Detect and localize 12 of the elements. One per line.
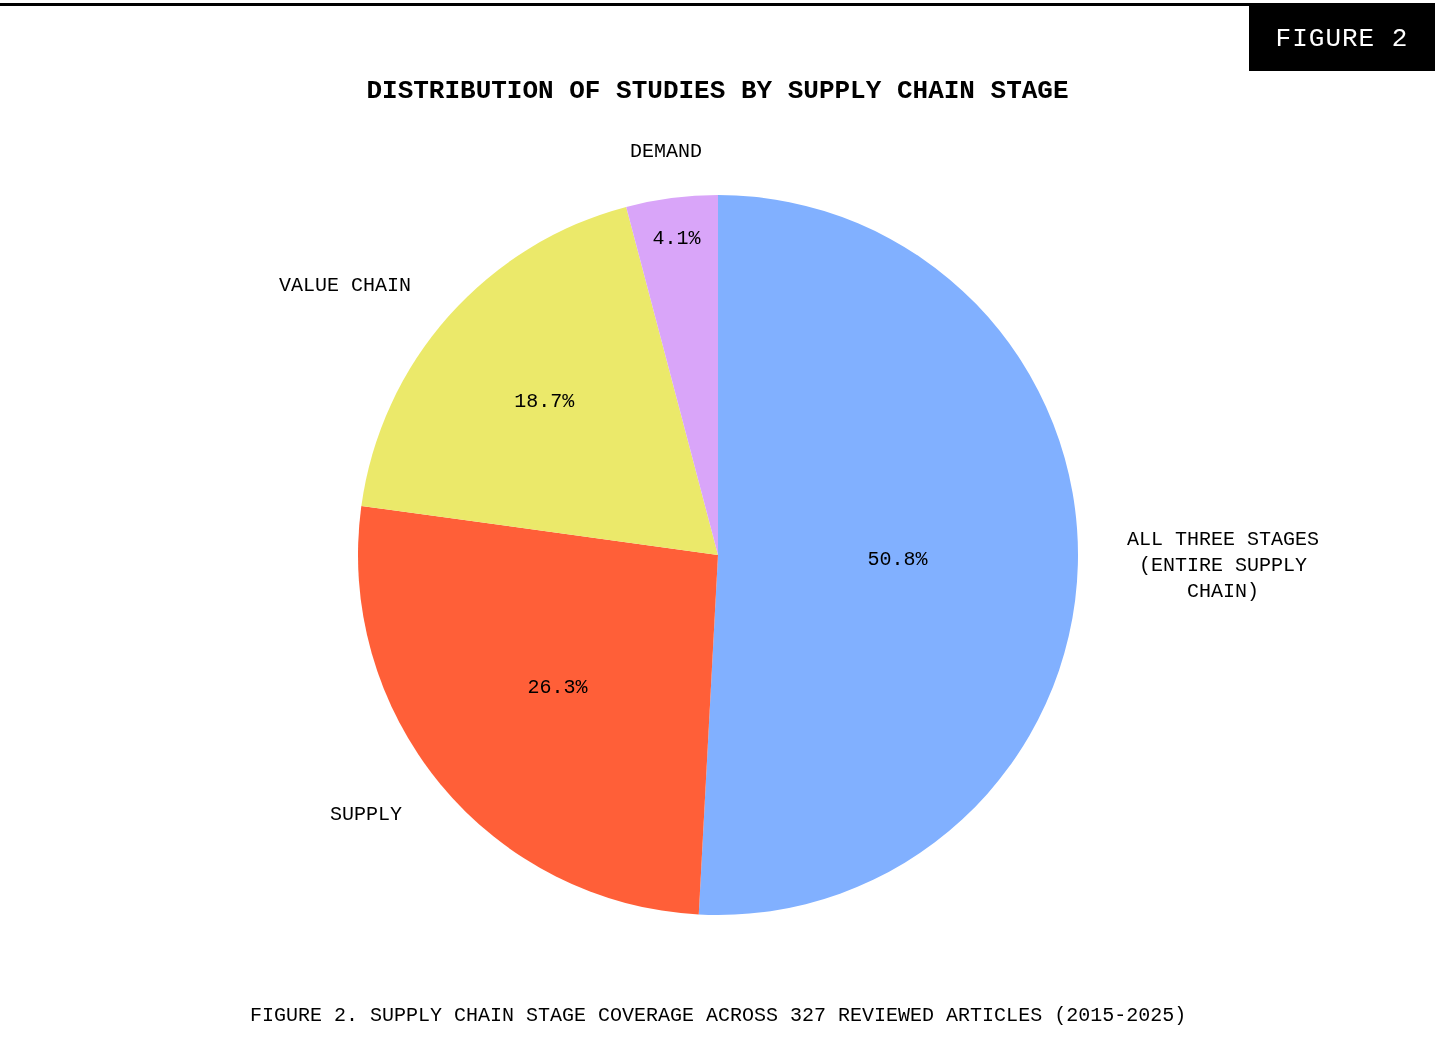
slice-label: ALL THREE STAGES (ENTIRE SUPPLY CHAIN) <box>1127 528 1320 603</box>
caption: FIGURE 2 <box>1249 6 1435 71</box>
data-label: 50.8% <box>867 548 929 572</box>
pie-slice <box>626 195 718 555</box>
data-label: 18.7% <box>514 389 576 413</box>
chart-title: DISTRIBUTION OF STUDIES BY SUPPLY CHAIN STAGE <box>366 76 1069 107</box>
slice-label: DEMAND <box>630 140 703 163</box>
data-label: 4.1% <box>652 227 702 251</box>
data-label: 26.3% <box>527 675 589 699</box>
slice-label: VALUE CHAIN <box>279 274 412 297</box>
caption: FIGURE 2. SUPPLY CHAIN STAGE COVERAGE ACROSS 327 REVIEWED ARTICLES (2015-2025) <box>250 1004 1187 1027</box>
slice-label: SUPPLY <box>330 803 403 826</box>
